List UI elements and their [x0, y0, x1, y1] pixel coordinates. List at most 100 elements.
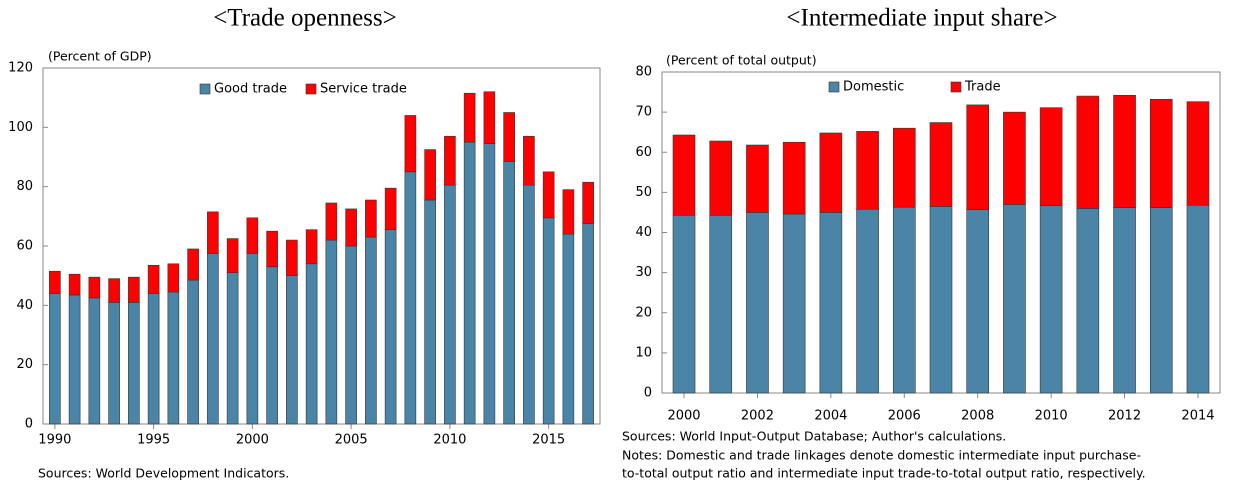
bar-segment — [167, 263, 180, 293]
bar-segment — [523, 184, 535, 425]
bar-segment — [856, 131, 879, 210]
bar-segment — [746, 212, 769, 394]
bar-segment — [88, 276, 101, 299]
bar-segment — [483, 91, 496, 144]
x-tick-label: 2002 — [741, 409, 774, 424]
bar-segment — [1149, 207, 1173, 394]
y-tick-label: 0 — [644, 386, 652, 401]
legend-swatch — [199, 83, 211, 95]
bar-segment — [1003, 111, 1026, 205]
y-tick-label: 40 — [635, 225, 652, 240]
x-tick-label: 2014 — [1181, 409, 1214, 424]
bar-segment — [463, 92, 476, 143]
bar-segment — [404, 171, 417, 425]
bar-segment — [147, 264, 160, 294]
x-tick-label: 2008 — [961, 409, 994, 424]
legend-label: Domestic — [843, 80, 904, 95]
bar-segment — [1149, 98, 1173, 208]
bar-segment — [404, 115, 417, 173]
legend-label: Service trade — [320, 82, 407, 97]
bar-segment — [1076, 208, 1100, 394]
x-tick-label: 2015 — [532, 433, 565, 448]
bar-segment — [246, 217, 259, 254]
bar-segment — [108, 278, 120, 303]
y-axis-label: (Percent of GDP) — [48, 49, 152, 64]
note-line: to-total output ratio and intermediate i… — [622, 466, 1146, 481]
y-axis-label: (Percent of total output) — [666, 53, 817, 68]
legend-swatch — [828, 81, 840, 93]
bar-segment — [384, 229, 397, 425]
bar-segment — [709, 214, 733, 394]
bar-segment — [226, 272, 239, 425]
bar-segment — [1039, 107, 1063, 206]
bar-segment — [424, 199, 436, 425]
bar-segment — [463, 141, 476, 425]
bar-segment — [1113, 94, 1136, 208]
bar-segment — [305, 229, 318, 265]
bar-segment — [709, 140, 733, 216]
bar-segment — [424, 149, 436, 201]
y-tick-label: 0 — [25, 417, 33, 432]
bar-segment — [562, 233, 575, 425]
x-tick-label: 2006 — [888, 409, 921, 424]
bar-segment — [542, 217, 555, 425]
bar-segment — [325, 239, 338, 425]
y-tick-label: 80 — [16, 179, 33, 194]
bar-segment — [856, 208, 879, 394]
bar-segment — [286, 239, 298, 276]
bar-segment — [246, 253, 259, 425]
legend-label: Good trade — [214, 82, 287, 97]
bar-segment — [503, 161, 515, 425]
bar-segment — [562, 189, 575, 235]
bar-segment — [483, 143, 496, 425]
bar-segment — [266, 230, 278, 268]
x-tick-label: 1990 — [38, 433, 71, 448]
bar-segment — [892, 127, 916, 208]
x-tick-label: 2000 — [667, 409, 700, 424]
bar-segment — [782, 141, 806, 215]
bar-segment — [582, 181, 594, 225]
y-tick-label: 20 — [16, 357, 33, 372]
bar-segment — [68, 294, 81, 425]
bar-segment — [582, 223, 594, 425]
y-tick-label: 70 — [635, 105, 652, 120]
bar-segment — [49, 270, 61, 294]
bar-segment — [929, 122, 953, 207]
bar-segment — [444, 184, 456, 425]
x-tick-label: 2005 — [335, 433, 368, 448]
bar-segment — [892, 206, 916, 394]
bar-segment — [226, 238, 239, 273]
y-tick-label: 80 — [635, 65, 652, 80]
bar-segment — [207, 253, 219, 425]
chart-title: <Intermediate input share> — [786, 5, 1057, 32]
legend-swatch — [950, 81, 962, 93]
bar-segment — [286, 275, 298, 425]
bar-segment — [128, 302, 140, 425]
bar-segment — [444, 135, 456, 186]
bar-segment — [819, 132, 843, 213]
y-tick-label: 10 — [635, 345, 652, 360]
bar-segment — [49, 293, 61, 425]
legend-swatch — [305, 83, 317, 95]
y-tick-label: 20 — [635, 305, 652, 320]
bar-segment — [187, 248, 199, 281]
bar-segment — [345, 208, 357, 247]
bar-segment — [68, 273, 81, 296]
bar-segment — [345, 245, 357, 425]
bar-segment — [108, 302, 120, 425]
bar-segment — [128, 276, 140, 303]
y-tick-label: 40 — [16, 298, 33, 313]
bar-segment — [266, 266, 278, 425]
bar-segment — [523, 135, 535, 186]
plot-frame — [42, 67, 601, 425]
y-tick-label: 100 — [8, 120, 33, 135]
note-line: Notes: Domestic and trade linkages denot… — [622, 448, 1141, 463]
bar-segment — [966, 104, 990, 210]
bar-segment — [384, 187, 397, 230]
bar-segment — [746, 144, 769, 213]
x-tick-label: 1995 — [137, 433, 170, 448]
x-tick-label: 2000 — [236, 433, 269, 448]
bar-segment — [929, 206, 953, 394]
